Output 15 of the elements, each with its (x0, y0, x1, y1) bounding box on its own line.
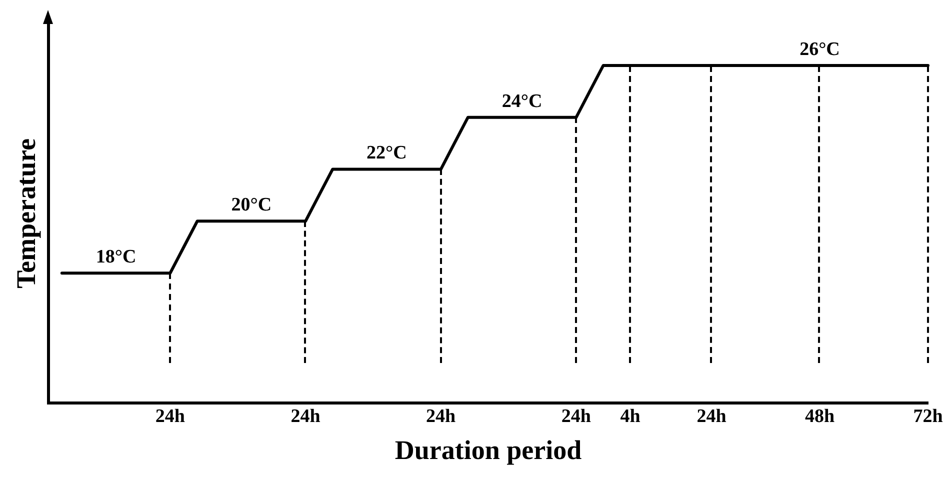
x-tick-label: 24h (696, 406, 727, 428)
data-label: 18°C (96, 246, 136, 268)
x-tick-label: 24h (290, 406, 321, 428)
data-label: 24°C (502, 90, 542, 112)
data-label: 26°C (800, 38, 840, 60)
y-axis-title: Temperature (11, 138, 42, 288)
x-axis-title: Duration period (394, 434, 582, 465)
x-tick-label: 72h (913, 406, 944, 428)
x-tick-label: 48h (804, 406, 835, 428)
data-label: 22°C (366, 142, 407, 164)
x-tick-label: 24h (426, 406, 456, 428)
x-tick-label: 24h (155, 406, 186, 428)
x-tick-label: 24h (561, 406, 592, 428)
x-tick-label: 4h (620, 406, 641, 428)
data-label: 20°C (231, 194, 272, 216)
